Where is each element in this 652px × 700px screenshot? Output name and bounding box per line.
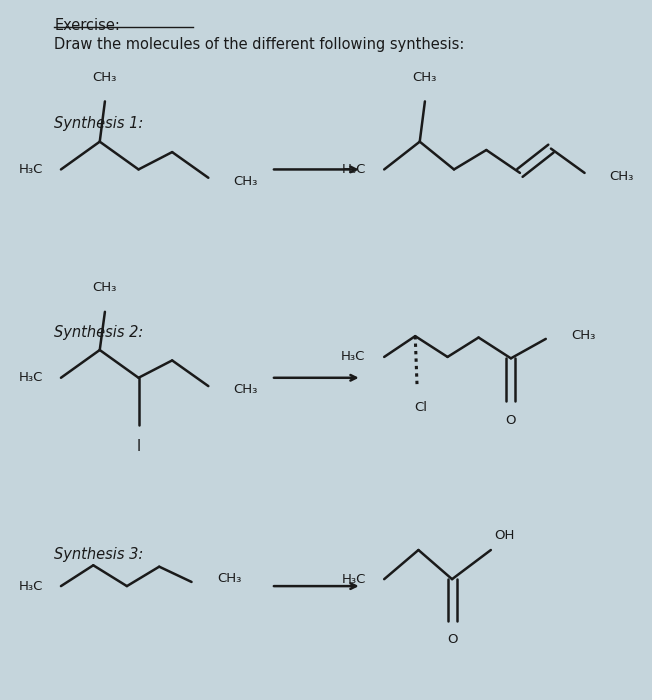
- Text: CH₃: CH₃: [413, 71, 437, 84]
- Text: H₃C: H₃C: [342, 163, 366, 176]
- Text: Cl: Cl: [414, 400, 427, 414]
- Text: O: O: [506, 414, 516, 427]
- Text: H₃C: H₃C: [18, 580, 43, 593]
- Text: Synthesis 3:: Synthesis 3:: [55, 547, 143, 562]
- Text: CH₃: CH₃: [93, 71, 117, 84]
- Text: O: O: [447, 634, 457, 646]
- Text: H₃C: H₃C: [340, 351, 364, 363]
- Text: Synthesis 1:: Synthesis 1:: [55, 116, 143, 132]
- Text: CH₃: CH₃: [572, 329, 596, 342]
- Text: CH₃: CH₃: [217, 572, 242, 585]
- Text: I: I: [136, 439, 141, 454]
- Text: CH₃: CH₃: [233, 175, 258, 188]
- Text: H₃C: H₃C: [18, 163, 43, 176]
- Text: H₃C: H₃C: [18, 371, 43, 384]
- Text: H₃C: H₃C: [342, 573, 366, 586]
- Text: Draw the molecules of the different following synthesis:: Draw the molecules of the different foll…: [55, 38, 465, 52]
- Text: OH: OH: [494, 528, 514, 542]
- Text: CH₃: CH₃: [93, 281, 117, 295]
- Text: CH₃: CH₃: [609, 170, 634, 183]
- Text: Synthesis 2:: Synthesis 2:: [55, 325, 143, 340]
- Text: CH₃: CH₃: [233, 383, 258, 396]
- Text: Exercise:: Exercise:: [55, 18, 121, 33]
